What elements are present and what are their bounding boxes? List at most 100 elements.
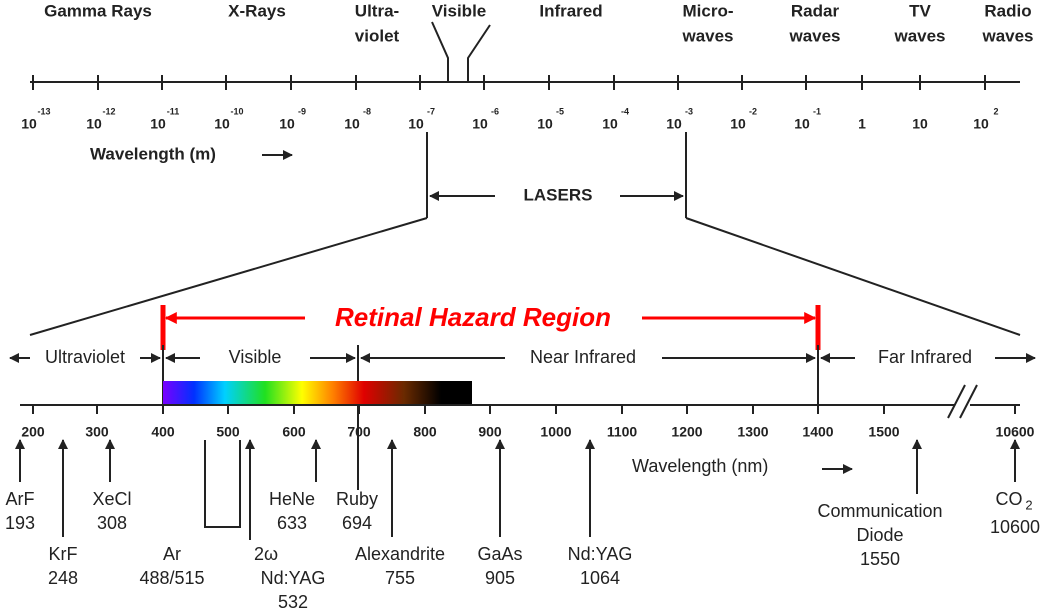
- region-label: Far Infrared: [878, 347, 972, 367]
- zoom-line: [685, 217, 1021, 336]
- tick-base: 10: [794, 116, 810, 132]
- band-label: Radio: [984, 1, 1031, 20]
- laser-wavelength: 308: [97, 513, 127, 533]
- tick-base: 10: [666, 116, 682, 132]
- band-label: waves: [893, 26, 945, 45]
- tick-exp: -3: [685, 106, 693, 116]
- laser-name: Alexandrite: [355, 544, 445, 564]
- band-label: Gamma Rays: [44, 1, 152, 20]
- laser-name: XeCl: [92, 489, 131, 509]
- band-label: Ultra-: [355, 1, 399, 20]
- region-label: Near Infrared: [530, 347, 636, 367]
- band-label: violet: [355, 26, 400, 45]
- band-label: waves: [681, 26, 733, 45]
- band-label: X-Rays: [228, 1, 286, 20]
- tick-label: 700: [347, 424, 371, 440]
- laser-wavelength: 193: [5, 513, 35, 533]
- tick-label: 10600: [996, 424, 1035, 440]
- hazard-label: Retinal Hazard Region: [335, 302, 611, 332]
- visible-pointer: [431, 21, 449, 82]
- band-label: Infrared: [539, 1, 602, 20]
- band-label: waves: [788, 26, 840, 45]
- tick-exp: -5: [556, 106, 564, 116]
- tick-exp: -11: [167, 106, 180, 116]
- axis-break: [959, 384, 978, 419]
- tick-base: 10: [279, 116, 295, 132]
- laser-wavelength: 532: [278, 592, 308, 612]
- tick-base: 10: [408, 116, 424, 132]
- laser-wavelength: 1064: [580, 568, 620, 588]
- region-label: Ultraviolet: [45, 347, 125, 367]
- tick-label: 200: [21, 424, 45, 440]
- tick-base: 1: [858, 116, 866, 132]
- ar-bracket: [204, 440, 241, 528]
- tick-label: 900: [478, 424, 502, 440]
- laser-wavelength: 694: [342, 513, 372, 533]
- tick-base: 10: [973, 116, 989, 132]
- tick-exp: -9: [298, 106, 306, 116]
- tick-exp: -1: [813, 106, 821, 116]
- laser-subscript: 2: [1025, 497, 1032, 512]
- laser-wavelength: 905: [485, 568, 515, 588]
- tick-exp: -4: [621, 106, 629, 116]
- tick-base: 10: [150, 116, 166, 132]
- lasers-label: LASERS: [524, 185, 593, 204]
- laser-name: Communication: [817, 501, 942, 521]
- nm-label: Wavelength (nm): [632, 456, 768, 476]
- meter-label: Wavelength (m): [90, 144, 216, 163]
- tick-label: 500: [216, 424, 240, 440]
- tick-label: 1000: [540, 424, 571, 440]
- laser-wavelength: 1550: [860, 549, 900, 569]
- tick-exp: -12: [102, 106, 115, 116]
- axis-break: [947, 384, 966, 419]
- tick-base: 10: [912, 116, 928, 132]
- band-label: Radar: [791, 1, 840, 20]
- tick-base: 10: [86, 116, 102, 132]
- tick-label: 1100: [607, 424, 638, 440]
- visible-pointer: [467, 24, 491, 82]
- laser-name: Nd:YAG: [261, 568, 326, 588]
- tick-base: 10: [730, 116, 746, 132]
- tick-base: 10: [602, 116, 618, 132]
- tick-label: 1200: [671, 424, 702, 440]
- tick-label: 600: [282, 424, 306, 440]
- laser-name: HeNe: [269, 489, 315, 509]
- laser-wavelength: 488/515: [139, 568, 204, 588]
- tick-exp: -6: [491, 106, 499, 116]
- region-label: Visible: [229, 347, 282, 367]
- laser-wavelength: 248: [48, 568, 78, 588]
- laser-name: ArF: [6, 489, 35, 509]
- tick-exp: 2: [993, 106, 998, 116]
- tick-base: 10: [472, 116, 488, 132]
- laser-name: Diode: [856, 525, 903, 545]
- laser-name: Ar: [163, 544, 181, 564]
- laser-wavelength: 755: [385, 568, 415, 588]
- tick-exp: -10: [230, 106, 243, 116]
- laser-name: CO: [996, 489, 1023, 509]
- band-label: Micro-: [683, 1, 734, 20]
- tick-base: 10: [21, 116, 37, 132]
- laser-name: GaAs: [477, 544, 522, 564]
- tick-exp: -2: [749, 106, 757, 116]
- tick-label: 400: [151, 424, 175, 440]
- tick-base: 10: [344, 116, 360, 132]
- laser-name: Ruby: [336, 489, 378, 509]
- laser-name: 2ω: [254, 544, 278, 564]
- laser-name: Nd:YAG: [568, 544, 633, 564]
- tick-base: 10: [537, 116, 553, 132]
- tick-exp: -13: [37, 106, 50, 116]
- zoom-line: [29, 217, 428, 336]
- tick-label: 300: [85, 424, 109, 440]
- laser-wavelength: 10600: [990, 517, 1040, 537]
- tick-label: 1400: [802, 424, 833, 440]
- tick-exp: -8: [363, 106, 371, 116]
- tick-label: 1500: [868, 424, 899, 440]
- tick-base: 10: [214, 116, 230, 132]
- visible-spectrum: [163, 381, 472, 404]
- tick-label: 1300: [737, 424, 768, 440]
- band-label: Visible: [432, 1, 487, 20]
- band-label: TV: [909, 1, 931, 20]
- band-label: waves: [981, 26, 1033, 45]
